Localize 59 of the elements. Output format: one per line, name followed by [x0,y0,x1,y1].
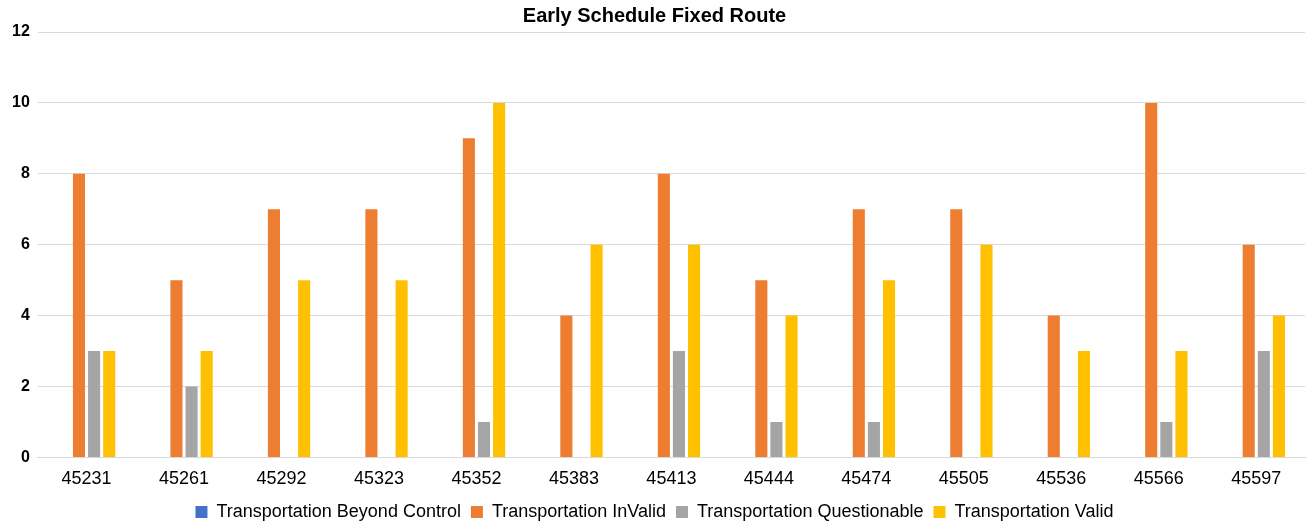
x-tick-label: 45323 [353,468,404,489]
bar [1175,351,1188,457]
bar [980,244,993,457]
y-tick-label: 10 [12,93,30,111]
x-tick-label: 45352 [451,468,502,489]
bar [103,351,116,457]
bar [950,209,963,457]
y-tick-label: 0 [20,447,30,465]
bar [88,351,101,457]
bar [1257,351,1270,457]
bar [1047,315,1060,457]
bar [267,209,280,457]
legend-label: Transportation Beyond Control [216,500,461,521]
x-tick-label: 45505 [938,468,989,489]
x-tick-label: 45383 [548,468,599,489]
x-tick-label: 45566 [1133,468,1184,489]
bar [688,244,701,457]
bar [1145,102,1158,457]
bar [298,280,311,457]
x-tick-label: 45597 [1231,468,1282,489]
y-tick-label: 8 [20,164,30,182]
x-tick-label: 45474 [841,468,892,489]
y-tick-label: 6 [20,235,30,253]
bar [672,351,685,457]
y-tick-label: 2 [20,376,30,394]
bar [200,351,213,457]
legend-label: Transportation Valid [954,500,1114,521]
bar [1077,351,1091,457]
x-tick-label: 45231 [61,468,112,489]
x-tick-label: 45444 [743,468,794,489]
bar [852,209,865,457]
bar [867,421,880,457]
bar [493,102,506,457]
bar [462,138,475,457]
bar [657,173,670,457]
x-tick-label: 45261 [158,468,210,489]
chart-title: Early Schedule Fixed Route [522,3,787,26]
bar [560,315,573,457]
bar [1160,421,1173,457]
bar [170,280,183,457]
bar [755,280,768,457]
bar [1242,244,1255,457]
bar [477,421,491,457]
bar [1272,315,1285,457]
bar [72,173,86,457]
bar [770,421,783,457]
bar [365,209,378,457]
x-tick-label: 45413 [646,468,697,489]
bar [185,386,198,457]
y-tick-label: 12 [12,22,30,40]
bar [590,244,603,457]
bar [882,280,896,457]
legend-label: Transportation Questionable [697,500,924,521]
x-tick-label: 45536 [1036,468,1087,489]
bar [395,280,408,457]
bar [785,315,798,457]
x-tick-label: 45292 [256,468,307,489]
y-tick-label: 4 [20,306,30,324]
legend-label: Transportation InValid [491,500,667,521]
